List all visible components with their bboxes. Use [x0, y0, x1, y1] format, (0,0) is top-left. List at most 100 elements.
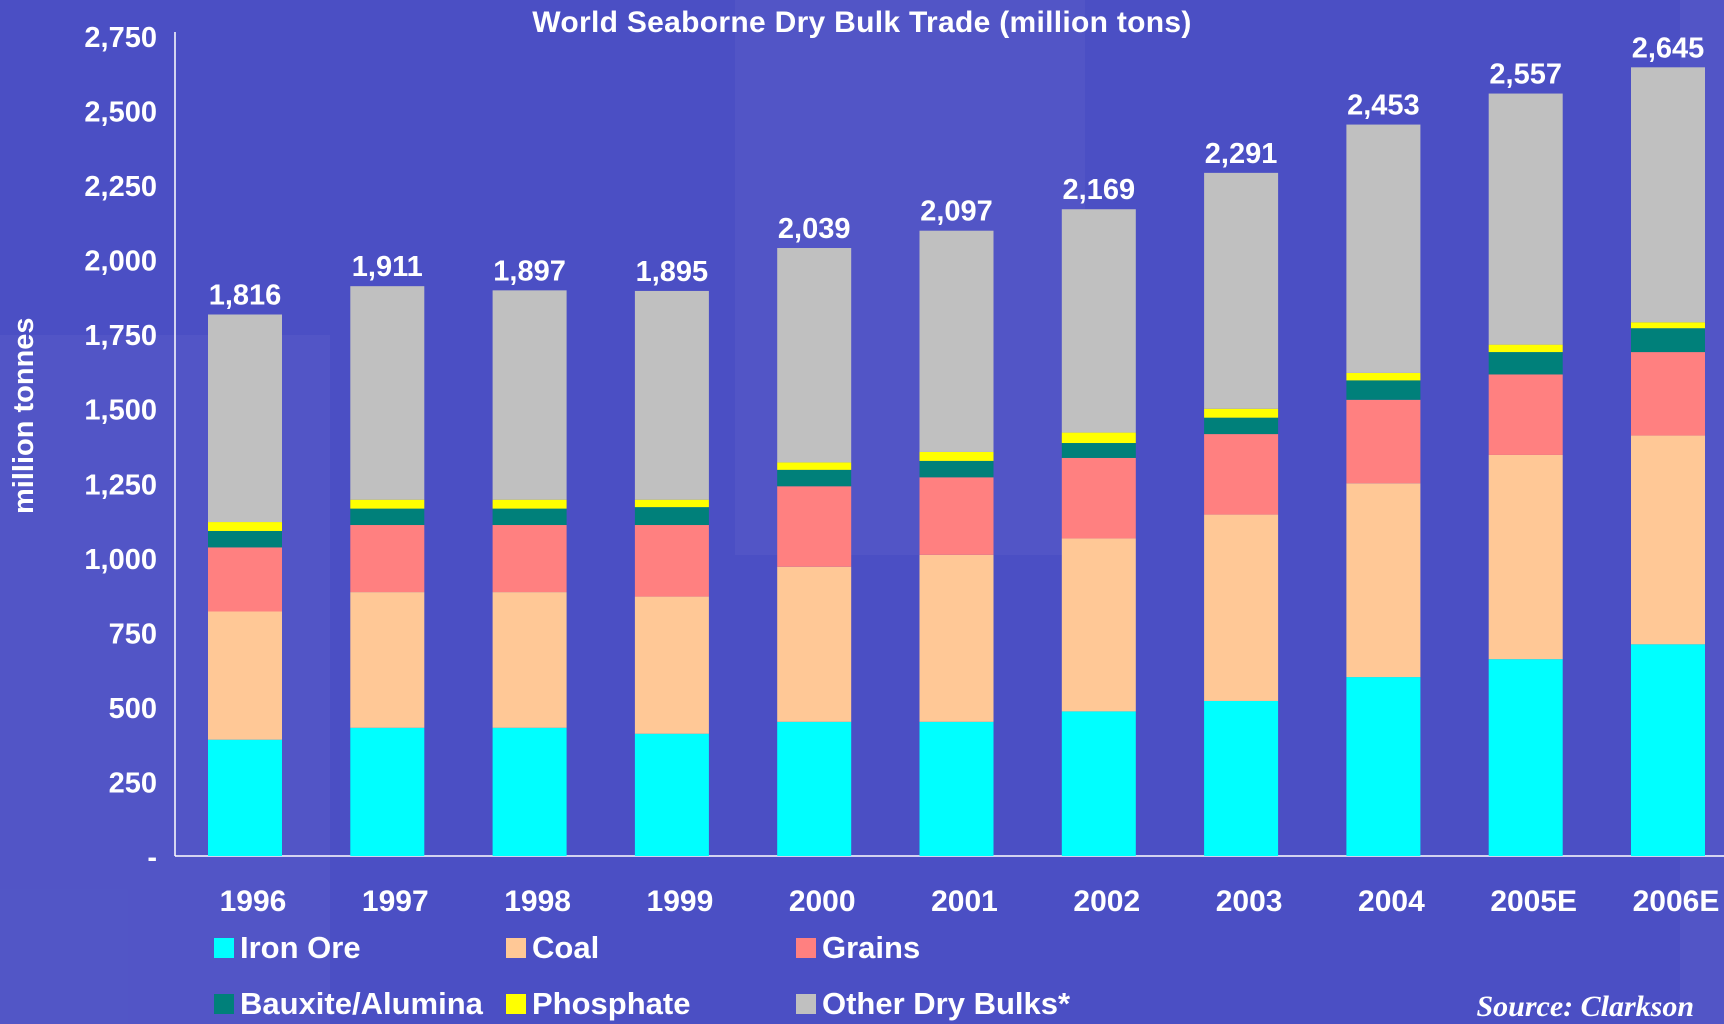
bar-segment-coal [492, 592, 567, 728]
bar-total-label: 2,645 [1632, 32, 1705, 64]
bar-segment-bauxite-alumina [1488, 352, 1563, 375]
bar-segment-bauxite-alumina [350, 508, 425, 526]
bar-segment-bauxite-alumina [1061, 443, 1136, 458]
bar-segment-coal [1061, 538, 1136, 712]
bar-segment-grains [634, 525, 709, 597]
bar-segment-phosphate [1061, 432, 1136, 444]
bar-segment-grains [1204, 434, 1279, 515]
bar-segment-coal [1488, 454, 1563, 660]
bar-segment-iron-ore [1631, 644, 1705, 856]
x-tick-label: 1997 [362, 885, 429, 918]
bar-segment-grains [350, 525, 425, 593]
bar-segment-iron-ore [208, 739, 282, 856]
bar-segment-grains [492, 525, 567, 593]
bar-segment-coal [1631, 435, 1705, 645]
bar-segment-grains [1061, 457, 1136, 539]
bar-segment-iron-ore [1488, 659, 1563, 856]
bar-segment-other-dry-bulks [634, 290, 709, 500]
bar-segment-phosphate [634, 499, 709, 508]
bar-segment-coal [1204, 514, 1279, 701]
bar-segment-iron-ore [1061, 711, 1136, 856]
bar-segment-other-dry-bulks [350, 286, 425, 500]
bar-segment-grains [777, 486, 852, 567]
bar-segment-grains [1346, 399, 1421, 484]
bar-segment-coal [208, 611, 282, 740]
bar-segment-bauxite-alumina [919, 460, 994, 478]
bar-total-label: 2,169 [1063, 174, 1136, 206]
y-tick-label: - [147, 842, 157, 874]
bar-total-label: 2,039 [778, 213, 851, 245]
bar-segment-phosphate [350, 499, 425, 509]
x-tick-label: 1999 [647, 885, 714, 918]
bar-total-label: 1,816 [209, 280, 282, 312]
bar-segment-bauxite-alumina [634, 507, 709, 526]
bar-segment-iron-ore [1346, 677, 1421, 856]
bar-segment-coal [350, 592, 425, 728]
bar-total-label: 2,557 [1489, 59, 1562, 91]
bar-total-label: 2,453 [1347, 90, 1420, 122]
y-tick-label: 1,250 [84, 469, 157, 501]
bar-segment-iron-ore [492, 727, 567, 856]
bar-segment-other-dry-bulks [1061, 209, 1136, 433]
x-tick-label: 2006E [1633, 885, 1720, 918]
bar-segment-other-dry-bulks [208, 314, 282, 523]
x-tick-label: 2002 [1073, 885, 1140, 918]
y-tick-label: 2,750 [84, 22, 157, 54]
bar-segment-iron-ore [777, 721, 852, 856]
bar-segment-other-dry-bulks [492, 290, 567, 500]
y-tick-label: 500 [109, 693, 157, 725]
x-tick-label: 1996 [220, 885, 287, 918]
source-note: Source: Clarkson [1476, 990, 1694, 1023]
bar-segment-phosphate [1631, 322, 1705, 329]
x-tick-label: 1998 [504, 885, 571, 918]
bar-segment-grains [1488, 374, 1563, 455]
y-tick-label: 2,250 [84, 171, 157, 203]
bar-segment-other-dry-bulks [919, 230, 994, 452]
bar-segment-grains [208, 547, 282, 612]
y-tick-label: 1,000 [84, 544, 157, 576]
y-tick-label: 1,750 [84, 320, 157, 352]
x-tick-label: 2004 [1358, 885, 1425, 918]
bar-segment-iron-ore [1204, 700, 1279, 856]
bar-segment-bauxite-alumina [1346, 380, 1421, 400]
bar-segment-phosphate [1204, 408, 1279, 418]
bar-segment-phosphate [1488, 344, 1563, 353]
bar-segment-bauxite-alumina [492, 508, 567, 526]
bar-segment-other-dry-bulks [1488, 93, 1563, 345]
bar-segment-iron-ore [634, 733, 709, 856]
bar-segment-bauxite-alumina [1631, 328, 1705, 353]
bar-total-label: 1,895 [636, 256, 709, 288]
bar-segment-grains [919, 477, 994, 555]
bar-total-label: 1,897 [493, 255, 566, 287]
x-tick-label: 2003 [1216, 885, 1283, 918]
x-tick-label: 2005E [1490, 885, 1577, 918]
bar-segment-grains [1631, 352, 1705, 436]
x-tick-label: 2000 [789, 885, 856, 918]
y-tick-label: 2,000 [84, 246, 157, 278]
bar-segment-phosphate [1346, 372, 1421, 381]
bar-segment-phosphate [492, 499, 567, 509]
bar-segment-coal [777, 566, 852, 722]
bar-total-label: 2,291 [1205, 138, 1278, 170]
bar-segment-other-dry-bulks [777, 248, 852, 463]
chart-title: World Seaborne Dry Bulk Trade (million t… [532, 6, 1192, 39]
bar-total-label: 2,097 [920, 196, 993, 228]
y-tick-label: 2,500 [84, 97, 157, 129]
bar-segment-bauxite-alumina [777, 469, 852, 487]
bar-segment-phosphate [208, 522, 282, 531]
bar-segment-bauxite-alumina [208, 530, 282, 548]
bar-segment-bauxite-alumina [1204, 417, 1279, 435]
bar-segment-coal [1346, 483, 1421, 678]
bar-total-label: 1,911 [352, 251, 423, 283]
bar-segment-iron-ore [350, 727, 425, 856]
bar-segment-phosphate [919, 451, 994, 461]
bar-segment-other-dry-bulks [1346, 124, 1421, 373]
bar-segment-phosphate [777, 462, 852, 470]
y-tick-label: 250 [109, 767, 157, 799]
bar-segment-other-dry-bulks [1204, 172, 1279, 409]
bar-segment-iron-ore [919, 721, 994, 856]
y-tick-label: 750 [109, 618, 157, 650]
y-tick-label: 1,500 [84, 395, 157, 427]
